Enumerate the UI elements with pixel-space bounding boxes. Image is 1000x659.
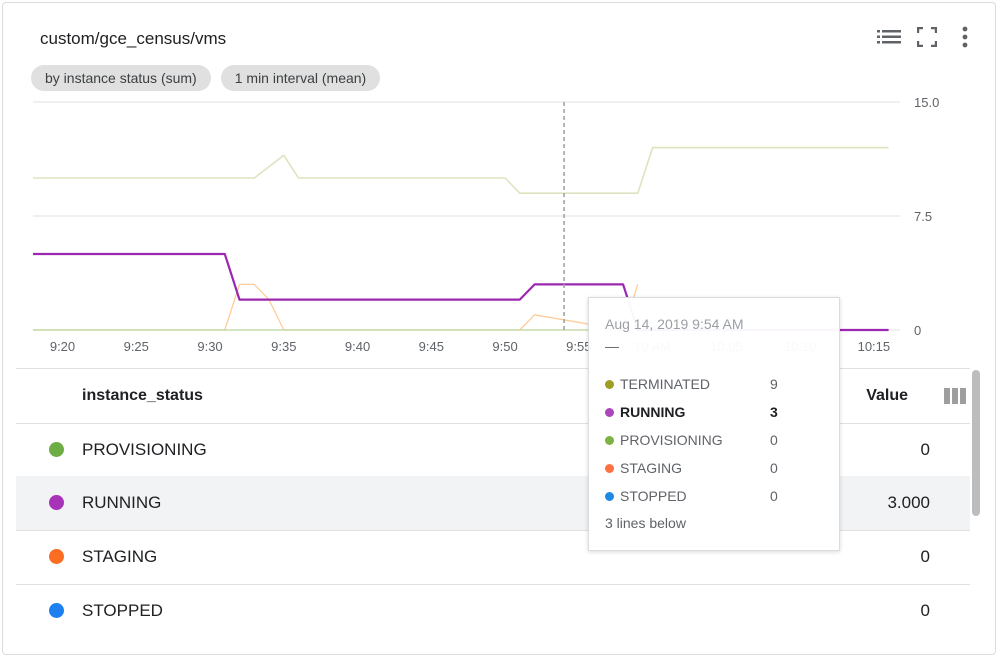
tooltip-series-dot [605, 436, 614, 445]
tooltip-datetime: Aug 14, 2019 9:54 AM [605, 316, 744, 332]
tooltip-series-name: STOPPED [620, 488, 687, 504]
tooltip-series-name: RUNNING [620, 404, 686, 420]
tooltip-series-name: STAGING [620, 460, 682, 476]
series-color-dot [49, 442, 64, 457]
row-status: PROVISIONING [82, 440, 207, 459]
x-tick-label: 9:40 [345, 339, 370, 354]
fullscreen-button[interactable] [915, 25, 939, 49]
tooltip-series-dot [605, 380, 614, 389]
table-header: instance_status Value [16, 368, 970, 424]
columns-icon [944, 388, 966, 404]
column-header-instance-status[interactable]: instance_status [82, 387, 203, 404]
tooltip-series-dot [605, 408, 614, 417]
x-tick-label: 10:15 [858, 339, 891, 354]
more-options-button[interactable] [953, 25, 977, 49]
tooltip-row: PROVISIONING 0 [605, 432, 825, 450]
gridlines [33, 101, 900, 331]
x-tick-label: 9:20 [50, 339, 75, 354]
row-status: STAGING [82, 547, 158, 566]
tooltip-row: TERMINATED 9 [605, 376, 825, 394]
fullscreen-icon [917, 27, 937, 47]
tooltip-series-value: 9 [770, 376, 778, 392]
tooltip-dash: — [605, 338, 619, 354]
y-tick-label: 0 [914, 323, 921, 338]
column-picker-button[interactable] [944, 387, 966, 410]
tooltip-series-dot [605, 464, 614, 473]
tooltip-series-value: 3 [770, 404, 778, 420]
filter-chips: by instance status (sum) 1 min interval … [31, 65, 381, 91]
series-color-dot [49, 603, 64, 618]
x-tick-label: 9:45 [419, 339, 444, 354]
x-tick-label: 9:30 [197, 339, 222, 354]
row-value: 3.000 [887, 493, 930, 512]
tooltip-series-value: 0 [770, 432, 778, 448]
row-value: 0 [920, 601, 930, 620]
aggregation-chip[interactable]: 1 min interval (mean) [220, 65, 381, 91]
x-tick-label: 9:55 [566, 339, 591, 354]
x-tick-label: 9:35 [271, 339, 296, 354]
tooltip-row: STOPPED 0 [605, 488, 825, 506]
line-chart[interactable]: 15.0 7.5 0 9:20 9:25 9:30 9:35 9:40 9:45 9:50 9:5… [0, 0, 1000, 365]
row-status: STOPPED [82, 601, 163, 620]
tooltip-series-dot [605, 492, 614, 501]
y-tick-label: 7.5 [914, 209, 932, 224]
column-header-value[interactable]: Value [866, 387, 908, 404]
tooltip-series-value: 0 [770, 460, 778, 476]
row-value: 0 [920, 547, 930, 566]
series-color-dot [49, 549, 64, 564]
legend-list-icon [877, 30, 901, 44]
table-scrollbar[interactable] [972, 370, 980, 516]
tooltip-series-value: 0 [770, 488, 778, 504]
row-status: RUNNING [82, 493, 162, 512]
widget-toolbar [877, 25, 977, 49]
legend-toggle-button[interactable] [877, 25, 901, 49]
x-tick-label: 9:25 [124, 339, 149, 354]
widget-title: custom/gce_census/vms [40, 29, 227, 48]
hover-tooltip: Aug 14, 2019 9:54 AM — TERMINATED 9 RUNN… [588, 297, 840, 551]
table-row[interactable]: STAGING 0 [16, 530, 970, 585]
series-line-terminated [33, 146, 889, 194]
tooltip-series-name: TERMINATED [620, 376, 710, 392]
x-tick-label: 9:50 [492, 339, 517, 354]
tooltip-more-lines: 3 lines below [605, 515, 686, 531]
row-value: 0 [920, 440, 930, 459]
y-tick-label: 15.0 [914, 95, 939, 110]
y-axis-ticks: 15.0 7.5 0 [914, 95, 939, 338]
tooltip-series-name: PROVISIONING [620, 432, 723, 448]
groupby-chip[interactable]: by instance status (sum) [31, 65, 211, 91]
tooltip-row: STAGING 0 [605, 460, 825, 478]
table-row[interactable]: STOPPED 0 [16, 584, 970, 638]
series-color-dot [49, 495, 64, 510]
series-line-staging [33, 283, 639, 331]
more-vert-icon [962, 26, 968, 48]
tooltip-row-highlighted: RUNNING 3 [605, 404, 825, 422]
